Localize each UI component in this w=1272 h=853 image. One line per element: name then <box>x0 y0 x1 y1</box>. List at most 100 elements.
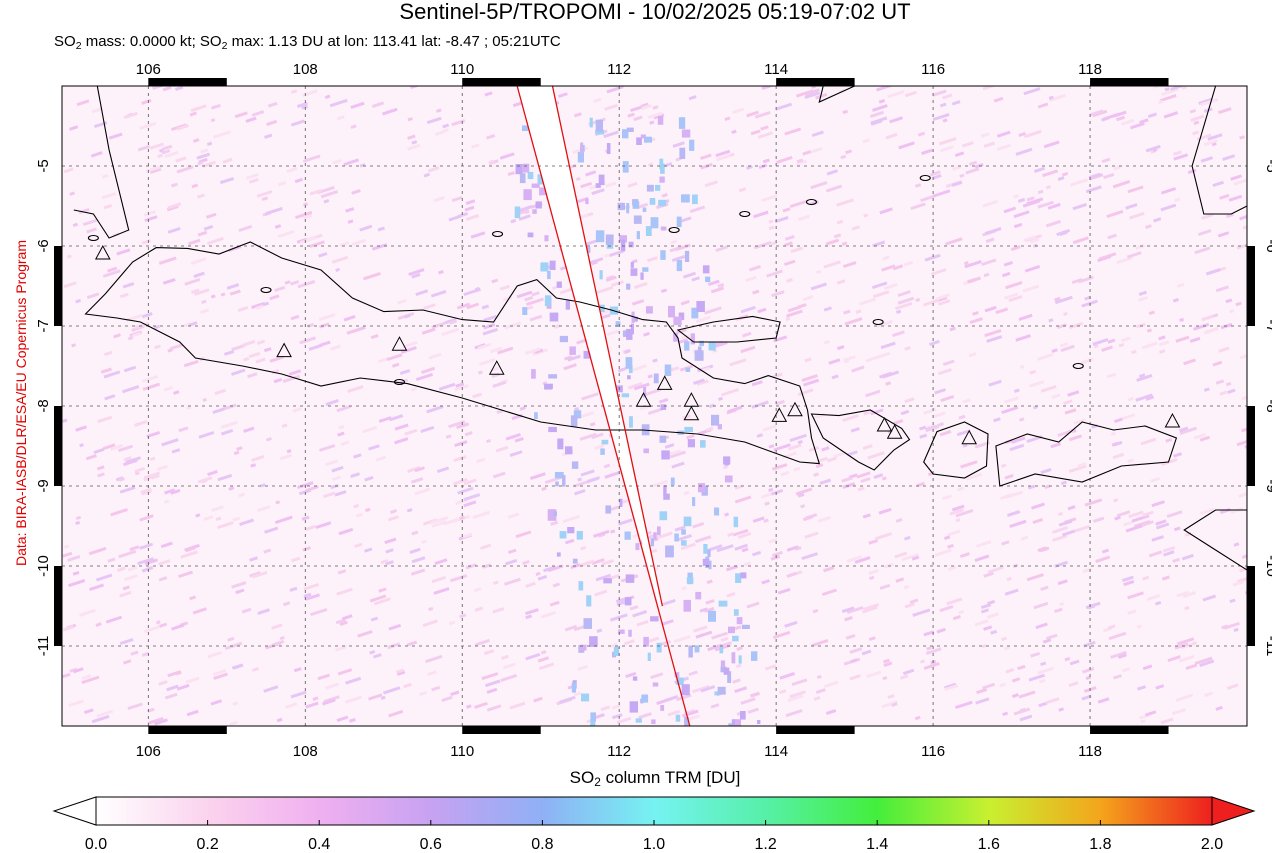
so2-pixel <box>1176 637 1195 646</box>
so2-pixel <box>668 305 675 318</box>
so2-pixel <box>463 493 481 502</box>
so2-pixel <box>434 130 446 137</box>
so2-pixel <box>1011 677 1021 683</box>
so2-pixel <box>964 260 982 269</box>
so2-pixel <box>1106 372 1117 379</box>
so2-pixel <box>703 544 708 554</box>
so2-pixel <box>1207 133 1223 141</box>
so2-pixel <box>698 346 702 351</box>
so2-pixel <box>402 340 418 349</box>
so2-pixel <box>1057 176 1065 181</box>
so2-pixel <box>825 709 837 715</box>
so2-pixel <box>303 592 312 598</box>
so2-pixel <box>674 672 680 678</box>
so2-pixel <box>403 682 412 689</box>
so2-pixel <box>256 339 266 345</box>
so2-pixel <box>1110 431 1116 436</box>
so2-pixel <box>677 338 689 345</box>
so2-pixel <box>1158 99 1164 105</box>
so2-pixel <box>802 150 812 156</box>
so2-pixel <box>474 606 484 612</box>
so2-pixel <box>249 556 259 562</box>
so2-pixel <box>206 212 217 219</box>
so2-pixel <box>988 379 1002 387</box>
so2-pixel <box>1040 384 1057 393</box>
so2-pixel <box>144 215 158 223</box>
so2-pixel <box>176 683 190 691</box>
so2-pixel <box>486 687 498 694</box>
so2-pixel <box>562 475 566 487</box>
so2-pixel <box>302 154 321 163</box>
so2-pixel <box>1141 341 1158 350</box>
so2-pixel <box>123 111 138 120</box>
so2-pixel <box>920 195 934 203</box>
so2-pixel <box>813 472 819 477</box>
so2-pixel <box>378 587 387 593</box>
so2-pixel <box>692 194 698 205</box>
so2-pixel <box>846 606 864 615</box>
so2-pixel <box>892 264 904 271</box>
so2-pixel <box>481 672 499 681</box>
so2-pixel <box>894 551 908 559</box>
so2-pixel <box>746 110 759 118</box>
so2-pixel <box>415 289 429 297</box>
so2-pixel <box>1161 87 1179 97</box>
so2-pixel <box>811 86 817 89</box>
so2-pixel <box>775 399 785 406</box>
so2-pixel <box>876 319 893 328</box>
so2-pixel <box>141 312 153 319</box>
so2-pixel <box>1069 659 1080 666</box>
so2-pixel <box>734 484 743 490</box>
so2-pixel <box>740 305 756 314</box>
volcano-marker <box>488 360 505 375</box>
so2-pixel <box>220 292 226 297</box>
so2-pixel <box>633 115 643 122</box>
so2-pixel <box>1077 462 1087 468</box>
so2-pixel <box>63 281 77 289</box>
so2-pixel <box>1074 524 1090 533</box>
so2-pixel <box>570 415 578 427</box>
so2-pixel <box>760 125 769 131</box>
so2-pixel <box>1142 664 1153 671</box>
so2-pixel <box>75 298 82 304</box>
so2-pixel <box>1162 546 1176 553</box>
graticule <box>62 86 1247 726</box>
so2-pixel <box>157 153 163 159</box>
so2-pixel <box>504 558 518 566</box>
so2-pixel <box>336 404 352 413</box>
so2-pixel <box>1011 693 1019 698</box>
so2-pixel <box>686 577 694 584</box>
so2-pixel <box>245 116 257 123</box>
so2-pixel <box>1112 674 1123 680</box>
so2-pixel <box>544 235 549 242</box>
so2-pixel <box>1127 396 1135 402</box>
so2-pixel <box>238 492 246 498</box>
so2-pixel <box>676 260 683 272</box>
so2-pixel <box>1136 624 1143 629</box>
so2-pixel <box>823 306 832 312</box>
so2-pixel <box>1057 579 1068 586</box>
coastline-islet <box>87 234 99 242</box>
so2-pixel <box>746 165 753 170</box>
so2-pixel <box>1022 199 1041 208</box>
so2-pixel <box>903 260 914 267</box>
so2-pixel <box>232 701 239 706</box>
so2-pixel <box>117 444 134 453</box>
lat-tick-label-left: -6 <box>35 239 52 252</box>
so2-pixel <box>629 605 639 611</box>
so2-pixel <box>732 107 745 115</box>
so2-pixel <box>671 461 685 469</box>
so2-pixel <box>167 202 182 210</box>
so2-pixel <box>1151 535 1165 542</box>
so2-pixel <box>813 696 821 701</box>
so2-pixel <box>1223 621 1240 630</box>
volcano-marker <box>961 429 978 445</box>
so2-pixel <box>544 295 552 307</box>
so2-pixel <box>856 471 871 479</box>
so2-pixel <box>580 142 584 154</box>
so2-pixel <box>583 618 592 629</box>
so2-pixel <box>644 136 652 143</box>
so2-pixel <box>266 119 278 127</box>
so2-pixel <box>940 145 954 153</box>
so2-pixel <box>684 250 690 262</box>
